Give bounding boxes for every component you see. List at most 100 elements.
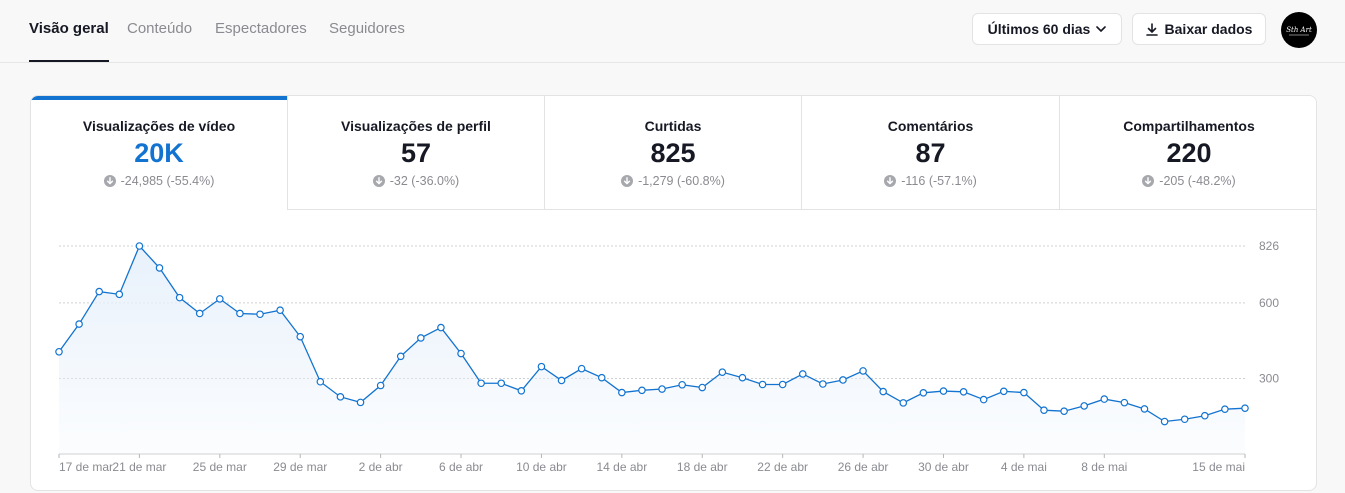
area-fill <box>59 246 1245 454</box>
data-point <box>457 349 465 358</box>
data-point <box>999 387 1008 396</box>
y-tick-label: 826 <box>1259 239 1279 253</box>
chevron-down-icon <box>1096 26 1107 32</box>
data-point <box>256 310 264 319</box>
down-arrow-icon <box>103 175 116 187</box>
data-point <box>557 376 566 385</box>
tab-content[interactable]: Conteúdo <box>127 20 193 37</box>
data-point <box>859 367 867 375</box>
metric-change-text: -1,279 (-60.8%) <box>638 174 725 188</box>
data-point <box>899 399 908 407</box>
data-point <box>417 334 425 342</box>
metric-shares[interactable]: Compartilhamentos 220 -205 (-48.2%) <box>1060 96 1316 210</box>
active-tab-indicator <box>31 96 287 100</box>
data-point <box>798 370 807 378</box>
data-point <box>316 377 325 386</box>
x-tick-label: 26 de abr <box>838 460 889 474</box>
metric-change: -1,279 (-60.8%) <box>545 174 801 188</box>
metric-change-text: -24,985 (-55.4%) <box>120 174 215 188</box>
x-tick-label: 17 de mar <box>59 460 113 474</box>
data-point <box>1120 398 1129 407</box>
data-point <box>1040 406 1048 414</box>
data-point <box>55 347 63 356</box>
data-point <box>115 290 124 299</box>
data-point <box>1060 407 1068 415</box>
data-point <box>618 388 626 397</box>
data-point <box>678 380 686 389</box>
download-icon <box>1145 22 1158 36</box>
data-point <box>1160 417 1169 426</box>
data-point <box>758 380 767 389</box>
data-point <box>195 309 204 318</box>
metric-change-text: -116 (-57.1%) <box>901 174 977 188</box>
data-point <box>216 295 224 303</box>
metric-label: Curtidas <box>644 118 702 134</box>
metric-likes[interactable]: Curtidas 825 -1,279 (-60.8%) <box>545 96 802 210</box>
avatar-logo: Sth Art <box>1286 26 1312 36</box>
analytics-card: Visualizações de vídeo 20K -24,985 (-55.… <box>30 95 1317 491</box>
metric-label: Compartilhamentos <box>1123 118 1255 134</box>
down-arrow-icon <box>372 175 385 187</box>
data-point <box>919 389 928 397</box>
y-tick-label: 300 <box>1259 371 1279 385</box>
down-arrow-icon <box>621 175 634 187</box>
data-point <box>638 386 646 395</box>
data-point <box>979 395 988 404</box>
avatar[interactable]: Sth Art <box>1281 12 1317 48</box>
metric-label: Visualizações de vídeo <box>82 118 236 134</box>
data-point <box>1241 404 1249 412</box>
data-point <box>396 352 405 361</box>
download-data-button[interactable]: Baixar dados <box>1132 13 1266 45</box>
data-point <box>356 398 365 407</box>
down-arrow-icon <box>1142 175 1155 187</box>
data-point <box>1080 402 1088 410</box>
data-point <box>517 386 526 395</box>
x-tick-label: 30 de abr <box>918 460 969 474</box>
metric-profile-views[interactable]: Visualizações de perfil 57 -32 (-36.0%) <box>288 96 545 210</box>
metric-comments[interactable]: Comentários 87 -116 (-57.1%) <box>802 96 1060 210</box>
x-tick-label: 6 de abr <box>439 460 483 474</box>
top-nav-bar: Visão geral Conteúdo Espectadores Seguid… <box>0 0 1345 63</box>
data-point <box>1140 405 1149 413</box>
data-point <box>698 383 707 392</box>
data-point <box>577 364 586 373</box>
data-point <box>75 320 83 328</box>
down-arrow-icon <box>884 175 897 187</box>
data-point <box>236 309 244 318</box>
metric-value: 220 <box>1166 138 1212 168</box>
x-tick-label: 22 de abr <box>757 460 808 474</box>
data-point <box>939 387 948 395</box>
metric-value: 57 <box>400 138 432 168</box>
data-point <box>738 373 747 382</box>
metric-value: 20K <box>134 138 184 168</box>
date-range-label: Últimos 60 dias <box>987 21 1091 37</box>
data-point <box>658 385 666 393</box>
data-point <box>597 373 606 382</box>
data-point <box>1020 388 1028 397</box>
date-range-dropdown[interactable]: Últimos 60 dias <box>972 13 1122 45</box>
data-point <box>879 387 887 396</box>
data-point <box>1221 405 1229 413</box>
data-point <box>336 393 345 401</box>
x-tick-label: 18 de abr <box>677 460 728 474</box>
x-tick-label: 2 de abr <box>359 460 403 474</box>
data-point <box>376 381 385 390</box>
video-views-chart: 300 600 826 17 de mar 21 de mar 25 de mar 29 d… <box>55 239 1279 474</box>
data-point <box>778 380 787 389</box>
metric-video-views[interactable]: Visualizações de vídeo 20K -24,985 (-55.… <box>31 96 288 210</box>
y-tick-label: 600 <box>1259 296 1279 310</box>
metric-change: -32 (-36.0%) <box>288 174 544 188</box>
data-point <box>95 287 104 296</box>
tab-overview[interactable]: Visão geral <box>29 0 109 62</box>
x-tick-label: 10 de abr <box>516 460 567 474</box>
data-point <box>155 264 164 272</box>
data-point <box>819 380 827 388</box>
x-tick-label: 21 de mar <box>112 460 166 474</box>
tab-followers[interactable]: Seguidores <box>329 20 405 37</box>
metric-change-text: -32 (-36.0%) <box>389 174 460 188</box>
data-point <box>1100 395 1109 403</box>
svg-text:Sth Art: Sth Art <box>1286 26 1312 34</box>
metric-value: 87 <box>915 138 946 168</box>
metric-change: -24,985 (-55.4%) <box>31 174 287 188</box>
tab-viewers[interactable]: Espectadores <box>215 20 307 37</box>
